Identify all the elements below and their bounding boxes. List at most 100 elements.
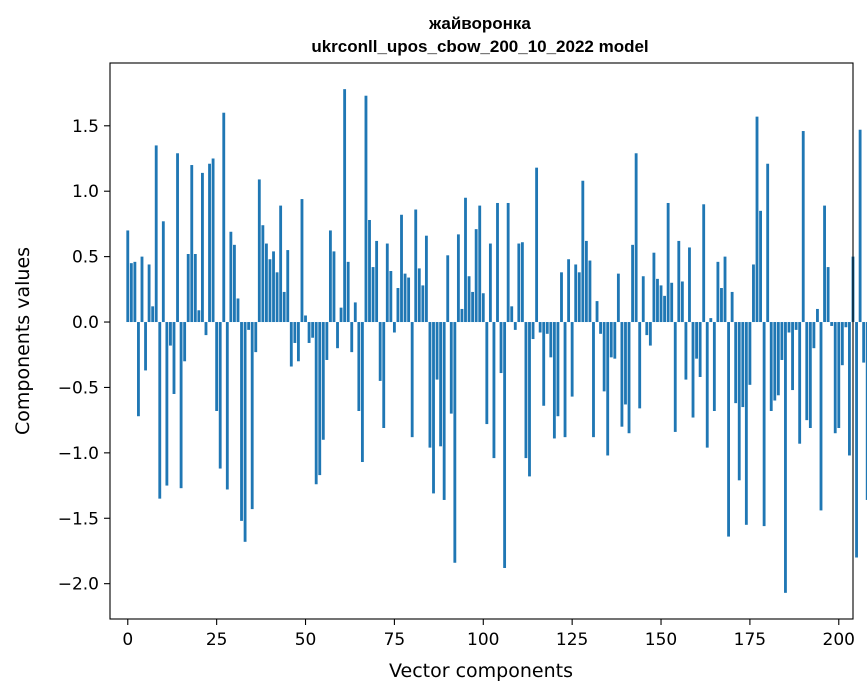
bar-68 [368,219,371,323]
bar-29 [229,231,233,323]
bar-122 [560,272,563,323]
bar-149 [656,278,659,323]
bar-131 [592,322,595,438]
bar-96 [467,276,471,323]
bar-65 [357,322,361,411]
bar-4 [140,256,144,323]
bar-16 [183,322,187,362]
bar-187 [791,322,794,391]
y-tick-label-1: −1.5 [58,509,99,529]
bar-130 [588,260,592,323]
bar-50 [304,315,307,323]
bar-26 [218,322,222,469]
bar-52 [311,322,315,338]
x-axis-label: Vector components [389,660,573,682]
bar-135 [606,322,610,456]
bar-167 [720,288,723,323]
bar-193 [812,322,816,349]
bar-19 [193,254,197,323]
bar-102 [488,243,492,323]
bar-134 [602,322,606,392]
bar-53 [314,322,318,485]
bar-8 [154,145,158,323]
bar-148 [652,252,656,323]
x-tick-label-200: 200 [823,630,855,650]
bars-group [126,89,867,593]
bar-164 [709,318,713,323]
bar-197 [826,267,830,323]
bar-111 [520,242,524,323]
y-tick-label-2: −1.0 [58,444,99,464]
bar-39 [265,243,268,323]
bar-56 [325,322,329,360]
bar-55 [321,322,325,440]
bar-136 [609,322,613,358]
bar-95 [464,197,467,323]
bar-142 [631,244,635,323]
bar-189 [798,322,802,444]
bar-12 [169,322,172,346]
bar-20 [197,310,201,323]
bar-137 [613,322,617,359]
bar-70 [375,240,379,323]
bar-157 [684,322,688,380]
x-tick-label-175: 175 [734,630,766,650]
bar-66 [360,322,364,463]
bar-154 [673,322,677,432]
bar-97 [471,291,475,323]
bar-192 [808,322,812,428]
bar-181 [769,322,773,411]
y-axis-ticks: −2.0 −1.5 −1.0 −0.5 0.0 0.5 1.0 1.5 [58,117,110,595]
bar-18 [190,165,194,323]
bar-21 [201,172,204,323]
bar-155 [677,240,681,323]
bar-99 [478,205,482,323]
bar-93 [456,234,460,323]
x-tick-label-50: 50 [295,630,317,650]
bar-44 [282,291,286,323]
bar-58 [332,251,336,323]
bar-153 [670,282,674,323]
bar-190 [801,131,805,323]
bar-168 [723,256,727,323]
bar-5 [144,322,147,371]
bar-31 [236,298,240,323]
bar-132 [595,301,599,323]
bar-133 [599,322,603,334]
bar-126 [574,264,578,323]
bar-27 [222,112,226,323]
bar-105 [499,322,503,374]
bar-139 [620,322,624,427]
bar-145 [641,276,645,323]
bar-208 [865,322,867,500]
bar-171 [734,322,738,404]
bar-138 [616,273,620,323]
bar-114 [531,322,535,340]
bar-141 [627,322,631,434]
bar-179 [762,322,766,527]
bar-205 [855,322,858,558]
bar-191 [805,322,809,421]
bar-174 [744,322,748,525]
bar-47 [293,322,297,343]
bar-185 [784,322,787,593]
bar-169 [727,322,730,537]
bar-115 [535,167,539,323]
bar-72 [382,322,386,428]
bar-186 [787,322,791,333]
chart-subtitle: ukrconll_upos_cbow_200_10_2022 model [311,37,648,56]
bar-156 [680,281,684,323]
bar-175 [748,322,752,385]
bar-125 [570,322,574,397]
bar-71 [378,322,382,381]
bar-146 [645,322,649,336]
bar-195 [819,322,823,511]
bar-104 [496,202,499,323]
bar-194 [816,308,819,323]
bar-51 [307,322,311,343]
bar-199 [833,322,837,434]
bar-109 [513,322,517,330]
bar-54 [318,322,322,476]
bar-200 [837,322,841,428]
bar-178 [759,210,762,323]
